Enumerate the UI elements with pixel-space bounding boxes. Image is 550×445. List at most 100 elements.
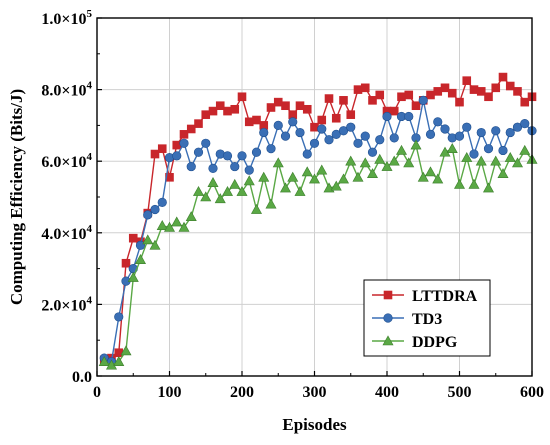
legend-marker-td3: [383, 313, 393, 323]
data-point: [281, 101, 290, 111]
axis-ticks: 0 100 200 300 400 500 600 0.0 2.0×104 4.0×104 6.0×…: [41, 8, 544, 401]
data-point: [331, 129, 341, 139]
data-point: [302, 149, 312, 159]
y-tick-label: 8.0×104: [41, 80, 92, 100]
data-point: [368, 96, 377, 105]
data-point: [134, 254, 147, 264]
x-tick-label: 300: [303, 384, 327, 401]
legend-marker-ddpg: [382, 335, 394, 346]
data-point: [214, 193, 226, 204]
data-point: [389, 106, 399, 116]
data-point: [513, 87, 522, 96]
data-point: [418, 95, 428, 105]
data-point: [324, 135, 334, 145]
data-point: [294, 186, 306, 196]
data-point: [440, 124, 450, 134]
data-point: [266, 103, 276, 112]
data-point: [352, 171, 364, 182]
data-point: [163, 221, 176, 232]
x-tick-label: 200: [230, 384, 254, 401]
data-point: [367, 147, 378, 157]
data-point: [520, 119, 530, 129]
data-point: [491, 126, 501, 136]
data-point: [98, 356, 110, 366]
data-point: [462, 122, 472, 132]
data-point: [395, 144, 408, 155]
data-point: [330, 180, 342, 191]
data-point: [272, 157, 284, 168]
data-point: [353, 85, 363, 94]
data-point: [505, 127, 515, 138]
data-point: [397, 92, 406, 102]
data-point: [207, 177, 219, 187]
data-point: [308, 173, 321, 184]
data-point: [273, 97, 283, 107]
data-point: [295, 101, 305, 111]
data-point: [309, 138, 320, 148]
data-point: [230, 161, 240, 172]
data-point: [251, 147, 262, 157]
data-point: [194, 119, 203, 128]
data-point: [157, 144, 167, 153]
data-point: [316, 164, 328, 175]
data-point: [511, 157, 524, 168]
data-point: [143, 210, 153, 220]
data-point: [411, 101, 421, 111]
grid-lines: [97, 18, 532, 376]
data-point: [223, 106, 232, 116]
data-point: [250, 203, 263, 214]
data-point: [455, 97, 464, 107]
data-point: [287, 171, 299, 182]
data-point: [404, 90, 414, 100]
data-point: [381, 160, 393, 171]
data-point: [302, 104, 312, 114]
data-point: [150, 204, 160, 215]
data-point: [200, 191, 212, 202]
data-point: [432, 173, 444, 184]
legend-label-ddpg: DDPG: [412, 334, 458, 351]
legend-label-td3: TD3: [412, 311, 442, 328]
data-point: [266, 144, 276, 154]
data-point: [440, 83, 450, 93]
data-point: [454, 131, 465, 141]
data-point: [279, 182, 292, 193]
data-point: [490, 155, 502, 166]
x-tick-label: 500: [448, 384, 472, 401]
data-point: [192, 186, 205, 196]
data-point: [156, 220, 168, 230]
data-point: [497, 168, 509, 179]
data-point: [193, 147, 204, 157]
data-point: [172, 151, 182, 161]
data-point: [389, 133, 399, 143]
data-point: [462, 76, 472, 85]
data-point: [424, 166, 437, 177]
y-tick-label: 0.0: [72, 369, 92, 386]
data-point: [201, 110, 211, 119]
data-point: [149, 239, 161, 250]
data-point: [498, 145, 508, 156]
data-point: [150, 149, 160, 159]
data-point: [280, 131, 291, 141]
data-point: [482, 182, 495, 193]
data-point: [433, 87, 443, 96]
data-point: [382, 111, 392, 122]
y-tick-label: 6.0×104: [41, 151, 92, 171]
data-point: [476, 127, 486, 138]
data-point: [229, 178, 241, 189]
data-point: [230, 104, 240, 114]
data-point: [179, 138, 189, 148]
data-point: [425, 129, 436, 139]
data-point: [288, 117, 298, 127]
data-point: [353, 138, 363, 148]
legend-marker-lttdra: [383, 290, 393, 300]
data-point: [244, 117, 254, 127]
x-tick-label: 100: [158, 384, 182, 401]
legend: LTTDRA TD3 DDPG: [363, 279, 491, 357]
data-point: [113, 356, 125, 366]
data-point: [201, 138, 211, 148]
data-point: [447, 88, 457, 98]
data-point: [346, 110, 356, 119]
data-point: [222, 151, 233, 161]
y-tick-label: 2.0×104: [41, 294, 92, 314]
data-point: [359, 157, 371, 168]
